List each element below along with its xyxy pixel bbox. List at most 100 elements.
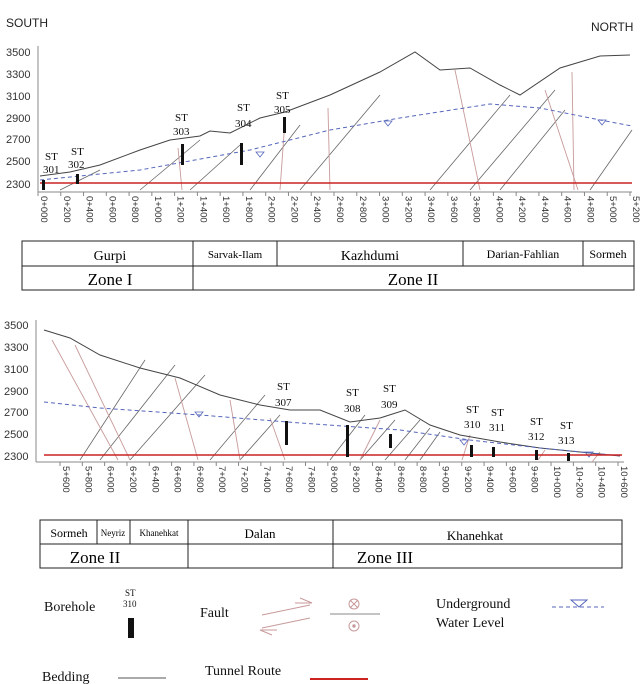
chainage-label: 2+600 bbox=[334, 196, 345, 223]
borehole-st: ST bbox=[175, 112, 188, 124]
chainage-label: 9+600 bbox=[506, 466, 517, 493]
elev-label: 2500 bbox=[6, 156, 30, 168]
borehole-310 bbox=[470, 445, 473, 457]
borehole-st: ST bbox=[71, 146, 84, 158]
borehole-number: 311 bbox=[489, 422, 505, 434]
elev-label: 2300 bbox=[6, 179, 30, 191]
borehole-st: ST bbox=[383, 383, 396, 395]
chainage-label: 1+400 bbox=[197, 196, 208, 223]
chainage-label: 3+200 bbox=[402, 196, 413, 223]
legend-fault-label: Fault bbox=[200, 606, 229, 621]
chainage-label: 5+000 bbox=[607, 196, 618, 223]
borehole-308 bbox=[346, 425, 349, 457]
chainage-label: 3+600 bbox=[448, 196, 459, 223]
formation-table-2: Sormeh Neyriz Khanehkat Dalan Khanehkat … bbox=[39, 519, 623, 569]
chainage-label: 2+800 bbox=[357, 196, 368, 223]
borehole-number: 303 bbox=[173, 126, 190, 138]
borehole-number: 310 bbox=[464, 419, 481, 431]
water-level-line bbox=[39, 103, 633, 181]
legend-underground-label: Underground bbox=[436, 597, 510, 612]
chainage-label: 8+000 bbox=[328, 466, 339, 493]
chainage-label: 6+200 bbox=[127, 466, 138, 493]
chainage-label: 8+600 bbox=[395, 466, 406, 493]
chainage-label: 0+600 bbox=[106, 196, 117, 223]
zone-3-label: Zone III bbox=[357, 548, 414, 567]
fault-lines bbox=[177, 69, 579, 191]
chainage-label: 6+600 bbox=[172, 466, 183, 493]
legend-fault-symbol bbox=[259, 597, 380, 636]
borehole-303 bbox=[181, 144, 184, 165]
elev-label: 3500 bbox=[6, 47, 30, 59]
borehole-st: ST bbox=[466, 404, 479, 416]
section-1: 3500 3300 3100 2900 2700 2500 2300 bbox=[6, 46, 641, 291]
chainage-label: 1+000 bbox=[152, 196, 163, 223]
borehole-st: ST bbox=[277, 381, 290, 393]
chainage-label: 0+400 bbox=[84, 196, 95, 223]
chainage-label: 4+000 bbox=[493, 196, 504, 223]
chainage-label: 0+000 bbox=[38, 196, 49, 223]
chainage-label: 6+000 bbox=[105, 466, 116, 493]
borehole-number: 304 bbox=[235, 118, 252, 130]
borehole-st: ST bbox=[346, 387, 359, 399]
terrain-profile bbox=[43, 329, 621, 457]
borehole-number: 305 bbox=[274, 104, 291, 116]
chainage-label: 10+000 bbox=[551, 466, 562, 498]
borehole-304 bbox=[240, 143, 243, 165]
formation-sormeh: Sormeh bbox=[50, 526, 87, 540]
formation-khanehkat-2: Khanehkat bbox=[447, 528, 504, 543]
chainage-label: 4+600 bbox=[562, 196, 573, 223]
zone-2-label: Zone II bbox=[388, 270, 439, 289]
chainage-label: 9+400 bbox=[484, 466, 495, 493]
elev-label: 3100 bbox=[4, 364, 28, 376]
borehole-307 bbox=[285, 421, 288, 445]
chainage-label: 7+200 bbox=[239, 466, 250, 493]
chainage-label: 10+200 bbox=[573, 466, 584, 498]
borehole-st: ST bbox=[491, 407, 504, 419]
borehole-number: 302 bbox=[68, 159, 85, 171]
elev-label: 3300 bbox=[4, 342, 28, 354]
fault-lines bbox=[51, 339, 601, 463]
chainage-label: 3+000 bbox=[380, 196, 391, 223]
formation-kazhdumi: Kazhdumi bbox=[341, 249, 399, 264]
legend-water-triangle bbox=[569, 599, 589, 608]
zone-2-label: Zone II bbox=[70, 548, 121, 567]
chainage-label: 7+000 bbox=[216, 466, 227, 493]
chainage-axis: 0+000 0+200 0+400 0+600 0+800 1+000 1+200 1+400… bbox=[37, 192, 641, 223]
chainage-label: 2+400 bbox=[311, 196, 322, 223]
formation-dalan: Dalan bbox=[244, 526, 276, 541]
zone-1-label: Zone I bbox=[88, 270, 133, 289]
chainage-label: 3+400 bbox=[425, 196, 436, 223]
terrain-profile bbox=[39, 51, 631, 177]
chainage-label: 9+000 bbox=[439, 466, 450, 493]
borehole-number: 312 bbox=[528, 431, 545, 443]
chainage-label: 0+200 bbox=[61, 196, 72, 223]
legend-tunnel-label: Tunnel Route bbox=[205, 664, 281, 679]
chainage-label: 4+400 bbox=[539, 196, 550, 223]
legend-borehole-label: Borehole bbox=[44, 600, 95, 615]
borehole-311 bbox=[492, 447, 495, 457]
borehole-markers bbox=[42, 117, 286, 190]
formation-table-1: Gurpi Sarvak-Ilam Kazhdumi Darian-Fahlia… bbox=[21, 240, 635, 291]
chainage-label: 6+400 bbox=[149, 466, 160, 493]
chainage-label: 10+400 bbox=[596, 466, 607, 498]
chainage-label: 4+200 bbox=[516, 196, 527, 223]
elev-label: 3300 bbox=[6, 69, 30, 81]
legend-water-level-label: Water Level bbox=[436, 616, 505, 631]
water-level-markers bbox=[255, 119, 607, 158]
borehole-st: ST bbox=[530, 416, 543, 428]
chainage-label: 5+600 bbox=[60, 466, 71, 493]
chainage-label: 7+400 bbox=[261, 466, 272, 493]
formation-sarvak-ilam: Sarvak-Ilam bbox=[208, 249, 263, 261]
chainage-label: 1+200 bbox=[175, 196, 186, 223]
formation-sormeh: Sormeh bbox=[589, 247, 626, 261]
borehole-305 bbox=[283, 117, 286, 133]
elev-label: 3500 bbox=[4, 320, 28, 332]
chainage-label: 2+000 bbox=[266, 196, 277, 223]
legend-borehole-symbol bbox=[128, 618, 134, 638]
legend-borehole-num: 310 bbox=[123, 599, 137, 609]
chainage-label: 9+200 bbox=[462, 466, 473, 493]
chainage-label: 8+400 bbox=[372, 466, 383, 493]
chainage-axis: 5+600 5+800 6+000 6+200 6+400 6+600 6+800 7+000… bbox=[59, 462, 629, 498]
borehole-number: 307 bbox=[275, 397, 292, 409]
water-level-line bbox=[43, 401, 623, 457]
